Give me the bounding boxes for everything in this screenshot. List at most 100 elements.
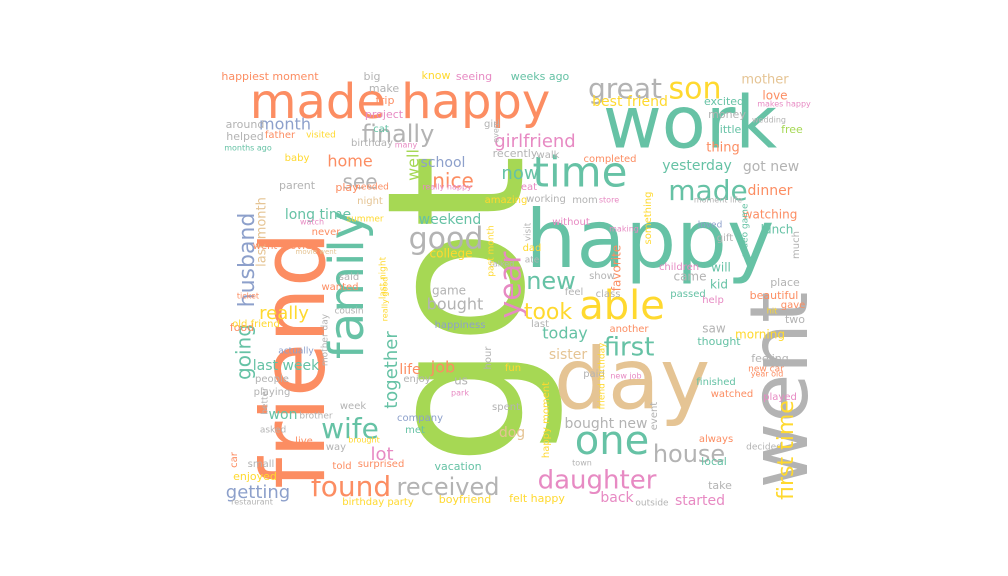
word-town: town — [572, 459, 592, 468]
word-ate: ate — [525, 256, 540, 266]
word-got-new: got new — [743, 159, 799, 175]
word-making: making — [609, 225, 639, 234]
word-weekend: weekend — [419, 212, 482, 228]
word-really-good: really good — [381, 277, 390, 322]
word-started: started — [675, 493, 725, 509]
word-last-night: last night — [379, 256, 389, 299]
word-store: store — [599, 196, 619, 205]
word-actually: actually — [278, 347, 314, 357]
word-long-time: long time — [285, 207, 351, 223]
word-place: place — [770, 276, 800, 289]
word-class: class — [596, 289, 621, 300]
word-old-friend: old friend — [232, 319, 280, 330]
word-time: time — [533, 148, 628, 197]
word-great: great — [588, 72, 662, 105]
word-baby: baby — [285, 153, 310, 164]
word-gift: gift — [717, 233, 733, 244]
word-see: see — [342, 170, 377, 194]
word-people: people — [255, 374, 289, 385]
word-wedding: wedding — [752, 116, 786, 125]
word-friend: friend — [242, 231, 345, 488]
word-home: home — [327, 152, 372, 171]
word-make: make — [369, 82, 399, 95]
word-yesterday: yesterday — [662, 158, 732, 174]
word-take: take — [708, 479, 732, 492]
word-game: game — [432, 284, 466, 298]
word-never: never — [312, 227, 342, 238]
word-children: children — [659, 262, 699, 273]
word-enjoyed: enjoyed — [233, 470, 277, 483]
word-mother: mother — [741, 73, 789, 88]
word-movie-went: movie went — [296, 248, 337, 256]
word-past-month: past month — [487, 225, 497, 277]
word-came: came — [673, 270, 706, 284]
word-went: went — [733, 292, 826, 489]
word-week: week — [340, 401, 366, 412]
word-birthday-party: birthday party — [342, 497, 414, 508]
word-surprised: surprised — [358, 459, 405, 470]
word-mother-day: mother day — [321, 313, 331, 366]
word-really-happy: really happy — [422, 183, 472, 192]
word-hour: hour — [483, 346, 494, 370]
word-event: event — [649, 402, 660, 431]
word-friend-birthday: friend birthday — [598, 342, 608, 410]
word-feeling: feeling — [751, 352, 788, 365]
word-happiness: happiness — [435, 320, 486, 331]
word-asked: asked — [260, 426, 286, 436]
word-big: big — [363, 70, 380, 83]
word-getting: getting — [226, 482, 290, 503]
word-finished: finished — [696, 377, 735, 388]
word-got: got — [346, 154, 567, 465]
word-job: job — [430, 358, 455, 377]
word-restaurant: restaurant — [231, 498, 273, 507]
word-said: said — [339, 272, 359, 283]
word-made: made — [668, 174, 747, 207]
word-enjoy: enjoy — [403, 374, 430, 385]
word-thought: thought — [697, 335, 741, 348]
word-morning: morning — [735, 328, 785, 342]
word-month: month — [259, 115, 311, 134]
word-told: told — [332, 461, 351, 472]
word-many: many — [395, 141, 418, 150]
word-seeing: seeing — [456, 70, 492, 83]
word-played: played — [763, 392, 797, 403]
word-well: well — [404, 149, 423, 181]
word-girl: girl — [484, 119, 500, 130]
word-birthday: birthday — [351, 138, 393, 149]
word-girlfriend: girlfriend — [494, 131, 575, 152]
word-amazing: amazing — [485, 195, 528, 206]
word-best-friend: best friend — [592, 94, 668, 110]
word-gave: gave — [781, 300, 806, 311]
word-watched: watched — [711, 389, 754, 400]
word-nice: nice — [432, 169, 474, 193]
word-spent: spent — [492, 402, 520, 413]
word-kid: kid — [710, 278, 728, 292]
word-year: year — [494, 251, 529, 319]
word-park: park — [451, 389, 469, 398]
word-company: company — [397, 413, 443, 424]
word-last-month: last month — [255, 197, 270, 267]
word-school: school — [421, 155, 466, 171]
word-recently: recently — [493, 147, 538, 160]
word-able: able — [579, 283, 665, 329]
word-needed: needed — [355, 183, 389, 193]
word-night: night — [357, 196, 383, 207]
word-dinner: dinner — [748, 183, 793, 199]
word-husband: husband — [235, 213, 260, 308]
word-paid: paid — [583, 369, 605, 380]
word-won: won — [269, 407, 298, 423]
word-show: show — [589, 271, 615, 282]
word-new-car: new car — [748, 365, 784, 375]
word-money: money — [708, 108, 746, 121]
word-two: two — [785, 313, 805, 326]
word-first: first — [604, 333, 655, 363]
word-video-game: video game — [741, 203, 751, 256]
word-helped: helped — [226, 130, 264, 143]
word-mom: mom — [572, 195, 598, 206]
word-always: always — [699, 434, 733, 445]
word-months-ago: months ago — [224, 144, 272, 153]
word-talked: talked — [490, 260, 515, 269]
word-vacation: vacation — [434, 460, 481, 473]
word-parent: parent — [279, 179, 316, 192]
word-bought-new: bought new — [565, 416, 648, 432]
